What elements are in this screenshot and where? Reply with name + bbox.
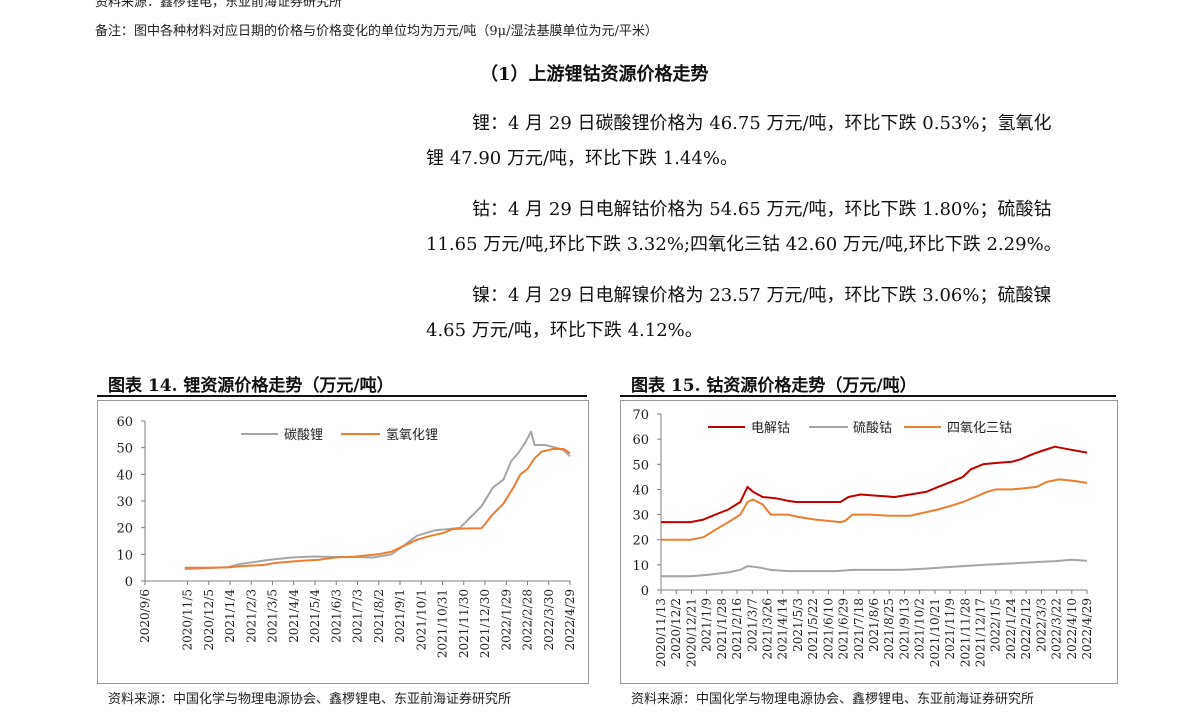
x-tick-label: 2021/3/5: [266, 589, 280, 643]
x-tick-label: 2021/8/2: [372, 589, 386, 643]
x-tick-label: 2021/10/31: [436, 589, 450, 658]
y-tick-label: 30: [116, 495, 133, 510]
series-line: [661, 445, 1088, 524]
x-tick-label: 2022/1/5: [989, 598, 1003, 652]
x-tick-label: 2021/4/14: [776, 598, 790, 660]
x-tick-label: 2020/9/6: [138, 589, 152, 643]
x-tick-label: 2020/11/5: [181, 589, 195, 651]
x-tick-label: 2021/3/7: [745, 598, 759, 652]
legend-label: 氢氧化锂: [386, 428, 438, 443]
legend-label: 电解钴: [751, 421, 790, 436]
x-tick-label: 2020/12/21: [684, 598, 698, 667]
paragraph-line: 4.65 万元/吨，环比下跌 4.12%。: [426, 320, 703, 341]
y-tick-label: 0: [125, 575, 133, 590]
x-tick-label: 2022/4/29: [1080, 598, 1094, 660]
x-tick-label: 2021/1/4: [223, 589, 237, 643]
x-tick-label: 2021/4/4: [287, 589, 301, 643]
paragraph-line: 钴：4 月 29 日电解钴价格为 54.65 万元/吨，环比下跌 1.80%；硫…: [472, 199, 1052, 220]
cobalt-price-chart: 0 10 20 30 40 50 60 70 2020/11/13 2020/12/2 2020/1…: [632, 408, 1094, 667]
paragraph-line: 锂：4 月 29 日碳酸锂价格为 46.75 万元/吨，环比下跌 0.53%；氢…: [472, 113, 1052, 134]
y-tick-label: 60: [116, 415, 133, 430]
figure-15-title: 图表 15. 钴资源价格走势（万元/吨）: [631, 376, 917, 396]
paragraph-line: 11.65 万元/吨,环比下跌 3.32%;四氧化三钴 42.60 万元/吨,环…: [426, 234, 1062, 255]
series-line: [184, 448, 571, 569]
y-tick-label: 70: [632, 408, 649, 423]
x-tick-label: 2022/2/12: [1019, 598, 1033, 660]
x-tick-label: 2022/1/29: [499, 589, 513, 651]
x-tick-label: 2021/10/21: [928, 598, 942, 667]
x-tick-label: 2021/3/26: [761, 598, 775, 660]
lithium-price-chart: 0 10 20 30 40 50 60 2020/9/6 2020/11/5 2020/12/5 2…: [116, 415, 577, 658]
figure-15-source: 资料来源：中国化学与物理电源协会、鑫椤锂电、东亚前海证券研究所: [631, 692, 1035, 707]
x-tick-label: 2021/1/28: [715, 598, 729, 660]
series-line: [661, 558, 1088, 578]
previous-source-line: 资料来源：鑫椤锂电，东亚前海证券研究所: [95, 0, 343, 10]
x-tick-label: 2020/12/5: [202, 589, 216, 651]
figure-15-rule: [620, 395, 1116, 397]
y-tick-label: 0: [641, 584, 649, 599]
x-tick-label: 2021/2/3: [244, 589, 258, 643]
x-tick-label: 2021/9/13: [897, 598, 911, 660]
legend-label: 硫酸钴: [853, 421, 892, 436]
x-tick-label: 2022/4/29: [563, 589, 577, 651]
figure-14-rule: [97, 395, 587, 397]
y-tick-label: 50: [632, 458, 649, 473]
x-tick-label: 2021/10/2: [913, 598, 927, 660]
x-tick-label: 2021/5/3: [791, 598, 805, 652]
figure-14-title: 图表 14. 锂资源价格走势（万元/吨）: [108, 376, 394, 396]
x-tick-label: 2021/11/28: [958, 598, 972, 667]
x-tick-label: 2021/12/17: [974, 598, 988, 667]
x-tick-label: 2021/5/22: [806, 598, 820, 660]
legend-label: 四氧化三钴: [947, 421, 1012, 436]
x-tick-label: 2022/2/28: [521, 589, 535, 651]
x-tick-label: 2021/12/30: [478, 589, 492, 658]
x-tick-label: 2022/3/22: [1050, 598, 1064, 660]
lithium-paragraph: 锂：4 月 29 日碳酸锂价格为 46.75 万元/吨，环比下跌 0.53%；氢…: [426, 106, 1116, 176]
figure-14-chart-frame: 0 10 20 30 40 50 60 2020/9/6 2020/11/5 2020/12/5 2…: [97, 400, 589, 684]
y-tick-label: 40: [632, 483, 649, 498]
y-tick-label: 10: [116, 548, 133, 563]
series-line: [661, 478, 1088, 541]
x-tick-label: 2021/6/10: [821, 598, 835, 660]
x-tick-label: 2021/8/6: [867, 598, 881, 652]
y-tick-label: 30: [632, 509, 649, 524]
y-tick-label: 40: [116, 468, 133, 483]
section-title: （1）上游锂钴资源价格走势: [480, 64, 709, 85]
x-tick-label: 2021/6/29: [837, 598, 851, 660]
x-tick-label: 2022/1/24: [1004, 598, 1018, 660]
legend-label: 碳酸锂: [284, 428, 323, 443]
unit-note: 备注：图中各种材料对应日期的价格与价格变化的单位均为万元/吨（9μ/湿法基膜单位…: [95, 24, 658, 39]
cobalt-paragraph: 钴：4 月 29 日电解钴价格为 54.65 万元/吨，环比下跌 1.80%；硫…: [426, 192, 1116, 262]
x-tick-label: 2021/11/30: [457, 589, 471, 658]
figure-14-source: 资料来源：中国化学与物理电源协会、鑫椤锂电、东亚前海证券研究所: [108, 692, 512, 707]
x-tick-label: 2022/4/10: [1065, 598, 1079, 660]
x-tick-label: 2020/11/13: [654, 598, 668, 667]
x-tick-label: 2021/8/25: [882, 598, 896, 660]
y-tick-label: 50: [116, 442, 133, 457]
x-tick-label: 2021/6/3: [329, 589, 343, 643]
figure-15-chart-frame: 0 10 20 30 40 50 60 70 2020/11/13 2020/12/2 2020/1…: [620, 400, 1118, 684]
x-tick-label: 2022/3/30: [542, 589, 556, 651]
x-tick-label: 2021/11/9: [943, 598, 957, 660]
x-tick-label: 2021/1/9: [700, 598, 714, 652]
x-tick-label: 2021/7/18: [852, 598, 866, 660]
x-tick-label: 2021/5/4: [308, 589, 322, 643]
paragraph-line: 镍：4 月 29 日电解镍价格为 23.57 万元/吨，环比下跌 3.06%；硫…: [472, 285, 1052, 306]
x-tick-label: 2022/3/3: [1034, 598, 1048, 652]
x-tick-label: 2021/7/3: [351, 589, 365, 643]
nickel-paragraph: 镍：4 月 29 日电解镍价格为 23.57 万元/吨，环比下跌 3.06%；硫…: [426, 278, 1116, 348]
series-line: [184, 430, 571, 570]
y-tick-label: 20: [116, 522, 133, 537]
x-tick-label: 2021/2/16: [730, 598, 744, 660]
x-tick-label: 2021/9/1: [393, 589, 407, 643]
y-tick-label: 60: [632, 433, 649, 448]
y-tick-label: 10: [632, 559, 649, 574]
y-tick-label: 20: [632, 534, 649, 549]
paragraph-line: 锂 47.90 万元/吨，环比下跌 1.44%。: [426, 148, 738, 169]
x-tick-label: 2020/12/2: [669, 598, 683, 660]
x-tick-label: 2021/10/1: [414, 589, 428, 651]
